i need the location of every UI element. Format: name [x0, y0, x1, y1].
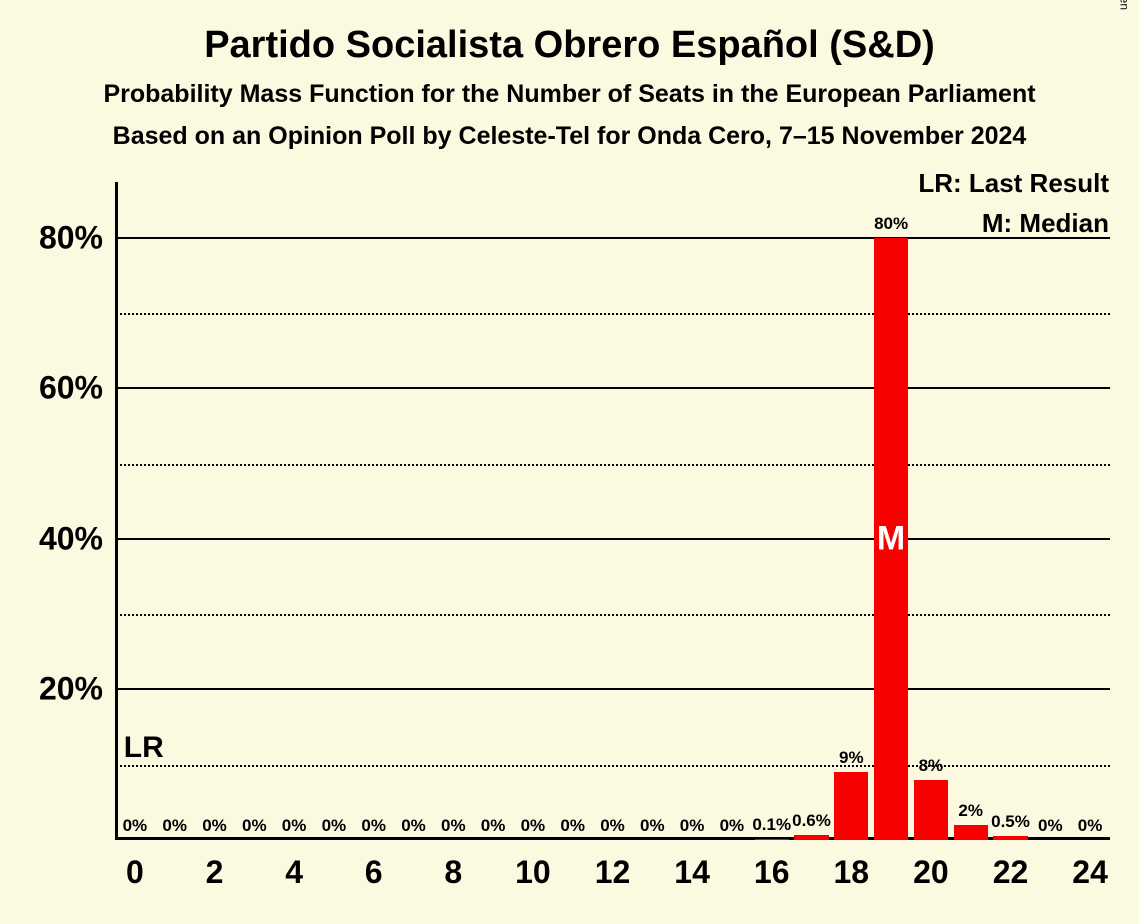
- y-axis: [115, 182, 118, 840]
- y-tick-label: 20%: [39, 671, 115, 708]
- x-tick-label: 22: [993, 840, 1029, 891]
- y-gridline-major: [115, 538, 1110, 540]
- y-gridline-major: [115, 237, 1110, 239]
- x-tick-label: 18: [834, 840, 870, 891]
- bar: [914, 780, 948, 840]
- x-tick-label: 6: [365, 840, 383, 891]
- y-tick-label: 40%: [39, 520, 115, 557]
- x-tick-label: 12: [595, 840, 631, 891]
- y-tick-label: 60%: [39, 370, 115, 407]
- y-gridline-major: [115, 688, 1110, 690]
- bar-value-label: 0.1%: [752, 815, 791, 835]
- bar-value-label: 0%: [1078, 816, 1103, 836]
- bar-value-label: 0%: [322, 816, 347, 836]
- x-tick-label: 0: [126, 840, 144, 891]
- legend-lr: LR: Last Result: [918, 168, 1109, 199]
- chart-title: Partido Socialista Obrero Español (S&D): [0, 24, 1139, 67]
- bar-value-label: 0%: [680, 816, 705, 836]
- bar-value-label: 0%: [162, 816, 187, 836]
- bar: [794, 835, 828, 840]
- x-tick-label: 4: [285, 840, 303, 891]
- y-gridline-major: [115, 387, 1110, 389]
- bar: [834, 772, 868, 840]
- x-tick-label: 2: [206, 840, 224, 891]
- bar-value-label: 0%: [1038, 816, 1063, 836]
- bar-value-label: 0%: [720, 816, 745, 836]
- bar-value-label: 0%: [361, 816, 386, 836]
- bar: [755, 839, 789, 840]
- lr-marker: LR: [124, 731, 164, 765]
- y-gridline-minor: [115, 765, 1110, 767]
- y-gridline-minor: [115, 313, 1110, 315]
- bar-value-label: 0.5%: [991, 812, 1030, 832]
- median-marker: M: [877, 519, 905, 558]
- y-gridline-minor: [115, 614, 1110, 616]
- x-tick-label: 16: [754, 840, 790, 891]
- bar-value-label: 0%: [521, 816, 546, 836]
- bar-value-label: 0%: [600, 816, 625, 836]
- chart-subtitle-1: Probability Mass Function for the Number…: [0, 80, 1139, 109]
- x-tick-label: 20: [913, 840, 949, 891]
- bar-value-label: 0%: [282, 816, 307, 836]
- bar-value-label: 0%: [640, 816, 665, 836]
- copyright-text: © 2024 Filip van Laenen: [1117, 0, 1131, 10]
- y-tick-label: 80%: [39, 219, 115, 256]
- bar-value-label: 80%: [874, 214, 908, 234]
- bar-value-label: 0%: [481, 816, 506, 836]
- bar-value-label: 0%: [401, 816, 426, 836]
- bar-value-label: 2%: [958, 801, 983, 821]
- x-tick-label: 8: [444, 840, 462, 891]
- bar-value-label: 0%: [242, 816, 267, 836]
- plot-area: 20%40%60%80%0246810121416182022240%0%0%0…: [115, 200, 1110, 840]
- bar-value-label: 8%: [919, 756, 944, 776]
- y-gridline-minor: [115, 464, 1110, 466]
- bar-value-label: 0%: [560, 816, 585, 836]
- x-tick-label: 10: [515, 840, 551, 891]
- bar-value-label: 0%: [123, 816, 148, 836]
- bar: [954, 825, 988, 840]
- bar-value-label: 0.6%: [792, 811, 831, 831]
- chart-subtitle-2: Based on an Opinion Poll by Celeste-Tel …: [0, 122, 1139, 151]
- bar-value-label: 9%: [839, 748, 864, 768]
- bar: [993, 836, 1027, 840]
- x-tick-label: 24: [1072, 840, 1108, 891]
- x-tick-label: 14: [674, 840, 710, 891]
- bar-value-label: 0%: [202, 816, 227, 836]
- bar-value-label: 0%: [441, 816, 466, 836]
